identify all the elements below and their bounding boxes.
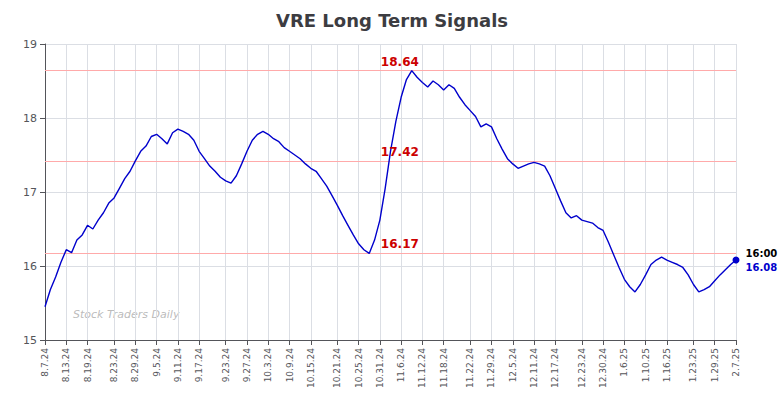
svg-text:17.42: 17.42 [381,145,419,159]
svg-text:15: 15 [23,334,37,347]
svg-text:18.64: 18.64 [381,55,419,69]
svg-text:11.22.24: 11.22.24 [465,348,475,388]
svg-text:10.15.24: 10.15.24 [306,348,316,388]
svg-text:8.29.24: 8.29.24 [130,348,140,383]
svg-text:16.08: 16.08 [746,262,778,273]
svg-text:8.19.24: 8.19.24 [83,348,93,383]
svg-text:11.18.24: 11.18.24 [439,348,449,388]
svg-text:1.10.25: 1.10.25 [641,348,651,382]
svg-text:8.13.24: 8.13.24 [61,348,71,383]
svg-text:8.7.24: 8.7.24 [40,348,50,377]
svg-text:19: 19 [23,38,37,51]
svg-text:VRE Long Term Signals: VRE Long Term Signals [276,10,508,31]
svg-text:9.23.24: 9.23.24 [221,348,231,383]
svg-text:16: 16 [23,260,37,273]
svg-text:12.23.24: 12.23.24 [577,348,587,388]
svg-text:10.25.24: 10.25.24 [354,348,364,388]
svg-text:18: 18 [23,112,37,125]
svg-text:1.16.25: 1.16.25 [662,348,672,382]
svg-text:17: 17 [23,186,37,199]
svg-text:9.17.24: 9.17.24 [194,348,204,383]
svg-text:12.11.24: 12.11.24 [529,348,539,388]
svg-text:12.30.24: 12.30.24 [598,348,608,388]
svg-text:11.6.24: 11.6.24 [396,348,406,383]
svg-text:12.17.24: 12.17.24 [550,348,560,388]
svg-text:16.17: 16.17 [381,237,419,251]
svg-text:10.3.24: 10.3.24 [263,348,273,383]
svg-text:16:00: 16:00 [746,248,778,259]
svg-text:10.21.24: 10.21.24 [332,348,342,388]
svg-text:10.9.24: 10.9.24 [285,348,295,383]
svg-text:11.12.24: 11.12.24 [417,348,427,388]
svg-text:1.29.25: 1.29.25 [710,348,720,382]
svg-text:9.11.24: 9.11.24 [173,348,183,383]
svg-text:12.5.24: 12.5.24 [508,348,518,383]
svg-text:2.7.25: 2.7.25 [731,348,741,377]
svg-text:9.5.24: 9.5.24 [152,348,162,377]
svg-text:9.27.24: 9.27.24 [242,348,252,383]
svg-text:Stock Traders Daily: Stock Traders Daily [73,308,180,321]
svg-text:1.6.25: 1.6.25 [619,348,629,377]
svg-text:8.23.24: 8.23.24 [109,348,119,383]
svg-text:10.31.24: 10.31.24 [375,348,385,388]
svg-text:11.29.24: 11.29.24 [486,348,496,388]
svg-text:1.23.25: 1.23.25 [688,348,698,382]
